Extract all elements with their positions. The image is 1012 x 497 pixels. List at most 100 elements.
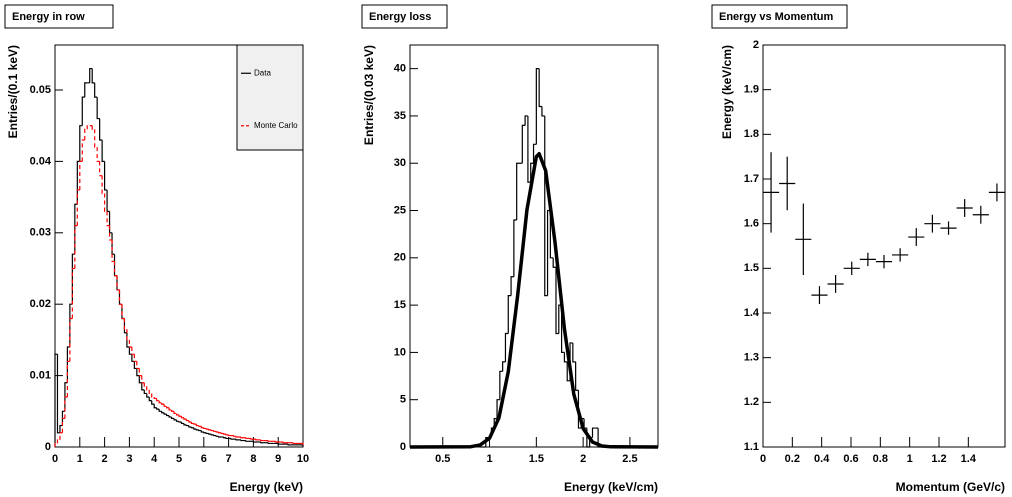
histogram-bin: [591, 427, 596, 438]
histogram-bin: [148, 397, 152, 402]
histogram-bin: [61, 417, 65, 433]
histogram-bin: [180, 422, 184, 425]
histogram-bin: [104, 193, 108, 212]
histogram-bin: [79, 125, 83, 162]
histogram-bin: [208, 433, 212, 435]
histogram-bin: [84, 82, 88, 98]
chart-title: Energy loss: [369, 11, 431, 23]
histogram-bin: [561, 305, 565, 354]
histogram-bin: [76, 189, 80, 226]
histogram-bin: [188, 425, 192, 428]
histogram-bin: [213, 434, 217, 437]
fit-curve: [409, 152, 659, 449]
y-tick-label: 0: [45, 441, 51, 453]
x-tick-label: 0: [52, 453, 58, 465]
y-tick-label: 0: [400, 441, 406, 453]
histogram-bin: [572, 342, 576, 363]
histogram-bin: [170, 409, 175, 412]
histogram-bin: [74, 225, 78, 269]
histogram-bin: [151, 400, 155, 405]
y-axis-title: Entries/(0.1 keV): [6, 45, 20, 138]
y-tick-label: 1.6: [744, 218, 759, 230]
chart-title: Energy in row: [12, 11, 85, 23]
x-tick-label: 3: [126, 453, 132, 465]
histogram-bin: [538, 68, 542, 108]
y-tick-label: 35: [394, 110, 406, 122]
histogram-bin: [101, 175, 105, 195]
histogram-bin: [158, 409, 162, 412]
histogram-bin: [260, 439, 264, 442]
histogram-bin: [563, 352, 568, 363]
histogram-bin: [510, 276, 514, 296]
histogram-bin: [496, 399, 500, 419]
x-axis-title: Energy (keV): [230, 480, 303, 494]
histogram-bin: [267, 440, 271, 442]
histogram-bin: [267, 442, 271, 445]
plot-frame: [409, 44, 659, 448]
histogram-bin: [168, 407, 172, 411]
histogram-bin: [56, 439, 60, 444]
histogram-bin: [59, 432, 63, 440]
chart-title: Energy vs Momentum: [719, 11, 834, 23]
histogram-bin: [195, 429, 199, 431]
histogram-bin: [200, 426, 204, 429]
histogram-bin: [205, 432, 209, 435]
histogram-bin: [175, 419, 179, 422]
histogram-bin: [128, 339, 132, 348]
x-tick-label: 10: [297, 453, 309, 465]
histogram-bin: [99, 118, 103, 141]
histogram-bin: [136, 361, 140, 370]
histogram-bin: [126, 329, 130, 341]
histogram-bin: [225, 434, 229, 436]
histogram-bin: [566, 361, 571, 382]
histogram-bin: [230, 438, 234, 440]
histogram-bin: [66, 346, 70, 383]
histogram-bin: [277, 443, 281, 445]
histogram-bin: [552, 257, 556, 268]
y-tick-label: 0.01: [30, 370, 51, 382]
histogram-bin: [86, 125, 90, 130]
y-tick-label: 10: [394, 346, 406, 358]
histogram-bin: [153, 397, 157, 400]
histogram-bin: [235, 436, 239, 438]
histogram-bin: [190, 422, 194, 425]
title-box: [4, 4, 114, 29]
x-tick-label: 1: [907, 453, 913, 465]
y-tick-label: 2: [753, 39, 759, 51]
histogram-bin: [146, 393, 150, 398]
histogram-bin: [507, 295, 512, 334]
x-tick-label: 1.2: [931, 453, 946, 465]
histogram-bin: [183, 423, 187, 426]
y-tick-label: 0.04: [30, 155, 52, 167]
histogram-bin: [195, 424, 199, 427]
histogram-bin: [178, 414, 182, 417]
histogram-bin: [530, 162, 534, 183]
histogram-bin: [235, 439, 239, 441]
histogram-bin: [156, 407, 160, 410]
histogram-bin: [555, 267, 559, 335]
histogram-bin: [146, 386, 150, 391]
y-tick-label: 1.9: [744, 84, 759, 96]
histogram-bin: [106, 189, 110, 212]
x-tick-label: 0.8: [873, 453, 888, 465]
histogram-bin: [185, 424, 189, 427]
histogram-bin: [96, 97, 100, 120]
histogram-bin: [203, 427, 207, 430]
y-tick-label: 1.3: [744, 352, 759, 364]
histogram-bin: [228, 434, 232, 437]
histogram-bin: [205, 428, 209, 430]
y-tick-label: 0.03: [30, 227, 51, 239]
histogram-bin: [94, 82, 98, 98]
y-tick-label: 20: [394, 252, 406, 264]
histogram-bin: [141, 375, 145, 384]
histogram-bin: [143, 382, 147, 387]
histogram-bin: [173, 418, 177, 421]
histogram-bin: [170, 417, 175, 420]
y-axis-title: Energy (keV/cm): [720, 45, 734, 139]
histogram-bin: [250, 438, 254, 440]
legend-label: Data: [254, 68, 271, 77]
histogram-bin: [200, 430, 204, 433]
x-axis-title: Energy (keV/cm): [564, 480, 658, 494]
